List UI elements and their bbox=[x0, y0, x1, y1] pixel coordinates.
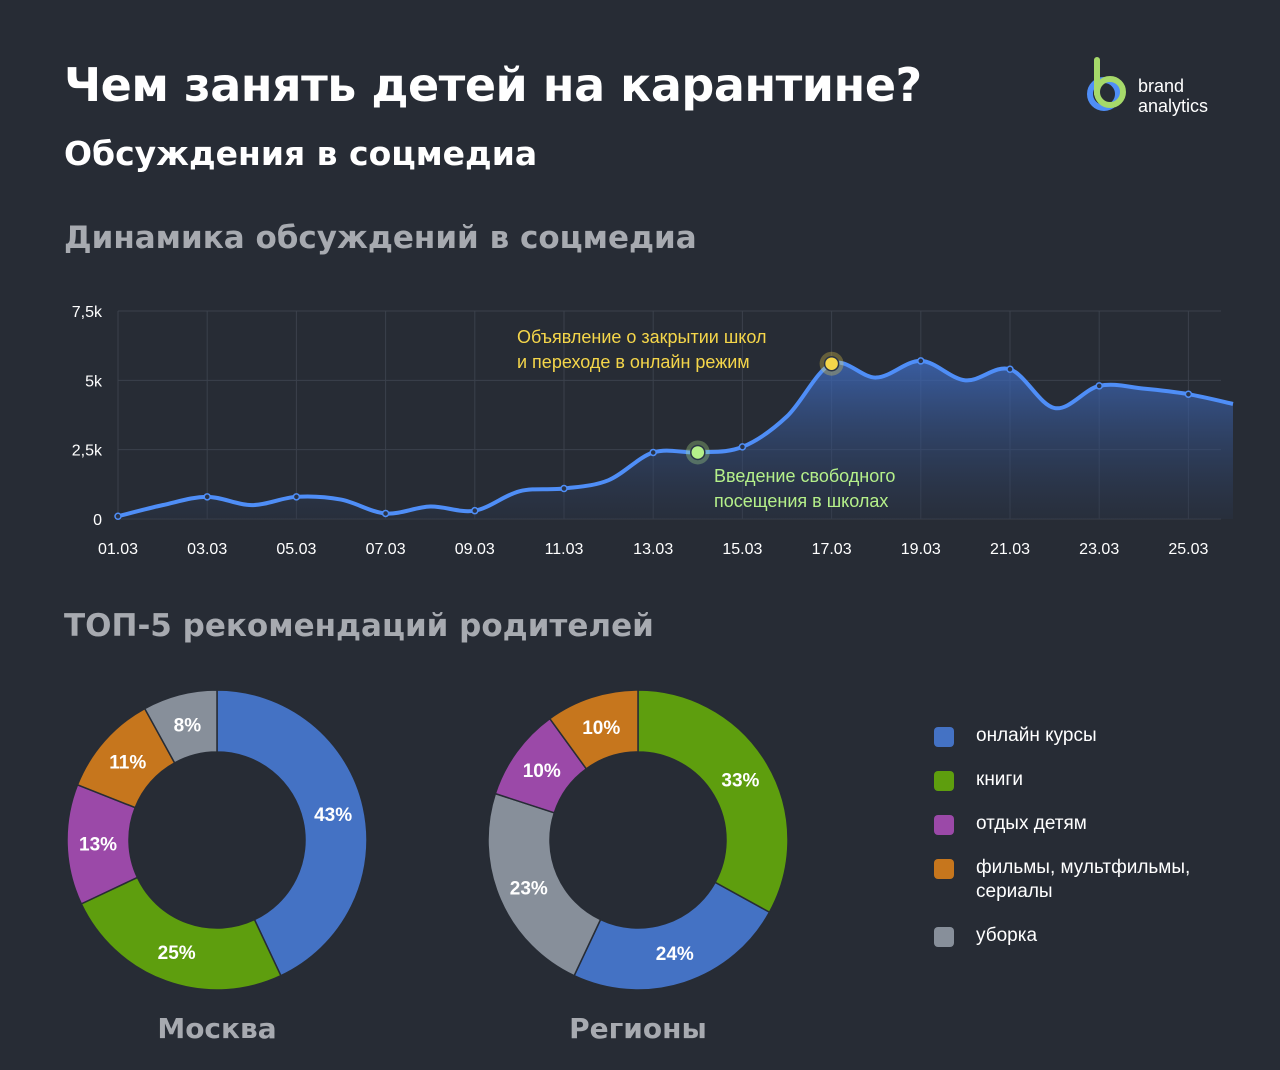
legend-item: фильмы, мультфильмы, сериалы bbox=[934, 856, 1254, 904]
data-point bbox=[1184, 390, 1193, 398]
data-point bbox=[203, 493, 211, 501]
slice-label: 10% bbox=[523, 761, 561, 782]
legend-item: книги bbox=[934, 768, 1254, 792]
data-point bbox=[292, 493, 301, 501]
regions-donut-chart: 33% 24% 23% 10% 10% bbox=[487, 689, 789, 991]
annotation-marker bbox=[823, 355, 840, 372]
annotation-text: посещения в школах bbox=[714, 491, 888, 511]
data-point bbox=[560, 484, 568, 493]
data-point bbox=[471, 506, 479, 515]
top5-section-title: ТОП-5 рекомендаций родителей bbox=[64, 608, 654, 644]
axis-ticks: 0 2,5k 5k 7,5k 01.03 03.03 05.03 07.03 09.03 11.0… bbox=[72, 304, 1209, 558]
slice-label: 13% bbox=[79, 835, 117, 856]
donut-slice bbox=[216, 689, 368, 977]
legend-label: онлайн курсы bbox=[976, 725, 1097, 746]
legend-item: уборка bbox=[934, 924, 1254, 948]
donut-legend: онлайн курсы книги отдых детям фильмы, муль… bbox=[934, 724, 1254, 968]
data-point bbox=[381, 509, 390, 518]
legend-item: отдых детям bbox=[934, 812, 1254, 836]
x-tick-label: 11.03 bbox=[545, 541, 584, 558]
y-tick-label: 5k bbox=[85, 373, 103, 390]
x-tick-label: 25.03 bbox=[1168, 541, 1208, 558]
slice-label: 24% bbox=[656, 944, 694, 965]
page-subtitle: Обсуждения в соцмедиа bbox=[64, 134, 538, 173]
data-point bbox=[917, 357, 925, 365]
donut-slice bbox=[143, 689, 218, 764]
slice-label: 11% bbox=[109, 752, 146, 773]
x-tick-label: 21.03 bbox=[990, 541, 1030, 558]
x-tick-label: 23.03 bbox=[1079, 541, 1119, 558]
brand-analytics-logo: brand analytics bbox=[1084, 56, 1234, 120]
slice-label: 25% bbox=[158, 943, 196, 964]
legend-label: фильмы, мультфильмы, сериалы bbox=[976, 857, 1191, 902]
moscow-donut-chart: 43% 25% 13% 11% 8% bbox=[66, 689, 368, 991]
legend-label: уборка bbox=[976, 925, 1038, 946]
data-point bbox=[114, 512, 122, 520]
annotation-text: и переходе в онлайн режим bbox=[517, 352, 750, 372]
donut-slice bbox=[548, 689, 639, 770]
logo-text-line1: brand bbox=[1138, 76, 1185, 96]
legend-label: отдых детям bbox=[976, 813, 1087, 834]
logo-mark-icon bbox=[1087, 57, 1126, 111]
y-tick-label: 2,5k bbox=[72, 443, 103, 460]
page-title: Чем занять детей на карантине? bbox=[64, 58, 922, 112]
legend-swatch bbox=[934, 771, 954, 791]
slice-label: 8% bbox=[174, 716, 202, 737]
regions-donut-label: Регионы bbox=[569, 1012, 707, 1045]
x-tick-label: 01.03 bbox=[98, 541, 138, 558]
legend-swatch bbox=[934, 859, 954, 879]
x-tick-label: 09.03 bbox=[455, 541, 495, 558]
donut-slice bbox=[80, 876, 282, 991]
x-tick-label: 05.03 bbox=[276, 541, 316, 558]
donut-slice bbox=[637, 689, 789, 914]
data-point bbox=[738, 443, 747, 451]
x-tick-label: 19.03 bbox=[901, 541, 941, 558]
annotation-marker bbox=[690, 444, 706, 461]
discussion-dynamics-chart: 0 2,5k 5k 7,5k 01.03 03.03 05.03 07.03 09.03 11.0… bbox=[72, 304, 1234, 558]
slice-label: 33% bbox=[721, 770, 759, 791]
legend-swatch bbox=[934, 727, 954, 747]
x-tick-label: 17.03 bbox=[812, 541, 852, 558]
legend-swatch bbox=[934, 927, 954, 947]
dynamics-section-title: Динамика обсуждений в соцмедиа bbox=[64, 220, 697, 256]
moscow-donut-label: Москва bbox=[157, 1012, 277, 1045]
slice-label: 10% bbox=[582, 718, 620, 739]
x-tick-label: 15.03 bbox=[722, 541, 762, 558]
discussions-line bbox=[117, 358, 1234, 519]
annotation-text: Объявление о закрытии школ bbox=[517, 327, 766, 347]
annotations: Объявление о закрытии школ и переходе в о… bbox=[517, 327, 895, 511]
y-tick-label: 7,5k bbox=[72, 304, 103, 321]
slice-label: 43% bbox=[314, 805, 352, 826]
discussions-area bbox=[118, 360, 1233, 519]
donut-slice bbox=[487, 792, 602, 977]
y-tick-label: 0 bbox=[93, 512, 102, 529]
x-tick-label: 07.03 bbox=[366, 541, 406, 558]
data-point bbox=[1006, 365, 1014, 373]
logo-text-line2: analytics bbox=[1138, 96, 1209, 116]
x-tick-label: 03.03 bbox=[187, 541, 227, 558]
data-point bbox=[649, 448, 657, 457]
legend-item: онлайн курсы bbox=[934, 724, 1254, 748]
annotation-text: Введение свободного bbox=[714, 466, 895, 486]
x-tick-label: 13.03 bbox=[633, 541, 673, 558]
data-point bbox=[1095, 382, 1103, 390]
legend-label: книги bbox=[976, 769, 1023, 790]
donut-slice bbox=[573, 881, 771, 991]
legend-swatch bbox=[934, 815, 954, 835]
slice-label: 23% bbox=[510, 878, 548, 899]
